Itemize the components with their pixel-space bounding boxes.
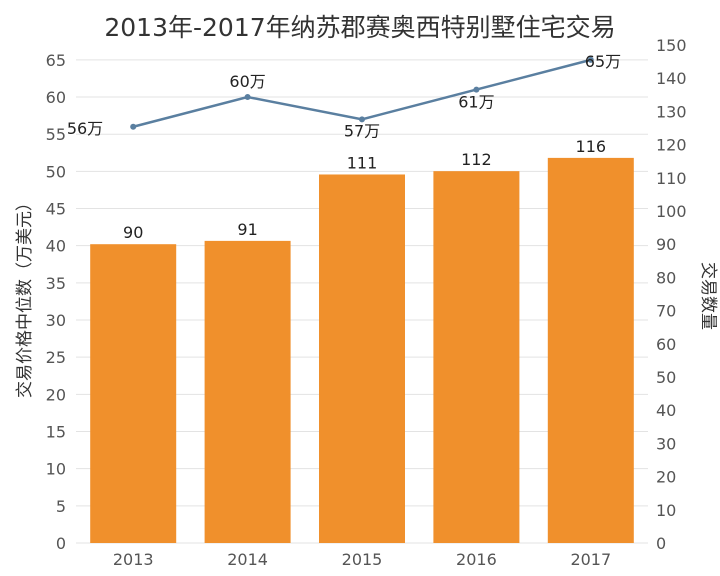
bar [319,174,405,544]
left-tick-label: 40 [46,237,66,256]
left-tick-label: 20 [46,385,66,404]
left-axis-title: 交易价格中位数（万美元） [15,194,35,398]
line-point [473,86,480,93]
bar-value-label: 111 [347,153,378,172]
right-tick-label: 150 [656,36,687,55]
line-value-label: 61万 [458,93,494,112]
line-point [587,56,594,63]
left-tick-label: 25 [46,348,66,367]
x-tick-label: 2016 [456,550,497,569]
chart-title: 2013年-2017年纳苏郡赛奥西特别墅住宅交易 [104,13,616,42]
line-value-label: 60万 [229,72,265,91]
right-tick-label: 60 [656,335,676,354]
right-tick-label: 130 [656,102,687,121]
line-value-label: 56万 [67,119,103,138]
left-tick-label: 30 [46,311,66,330]
right-tick-label: 140 [656,69,687,88]
bar [547,157,634,543]
right-tick-label: 0 [656,534,666,553]
left-tick-label: 10 [46,460,66,479]
x-tick-label: 2013 [113,550,154,569]
bar-value-label: 116 [576,137,607,156]
x-tick-label: 2017 [570,550,611,569]
right-tick-label: 90 [656,235,676,254]
bar-value-label: 112 [461,150,492,169]
right-tick-label: 70 [656,302,676,321]
line-value-label: 57万 [344,121,380,140]
right-tick-label: 20 [656,468,676,487]
left-tick-label: 0 [56,534,66,553]
right-axis-title: 交易数量 [698,262,718,330]
left-tick-label: 5 [56,497,66,516]
left-tick-label: 45 [46,200,66,219]
line-data-labels: 56万 60万 57万 61万 65万 [67,52,621,140]
bar-value-label: 91 [237,220,257,239]
line-value-label: 65万 [585,52,621,71]
bar-value-label: 90 [123,223,143,242]
left-tick-label: 55 [46,125,66,144]
right-axis-ticks: 0 10 20 30 40 50 60 70 80 90 100 110 120 130 140 150 [656,36,687,553]
right-tick-label: 120 [656,136,687,155]
bar [433,171,520,543]
line-point [244,94,251,101]
x-axis-ticks: 2013 2014 2015 2016 2017 [113,550,611,569]
right-tick-label: 30 [656,434,676,453]
right-tick-label: 110 [656,169,687,188]
left-tick-label: 65 [46,51,66,70]
right-tick-label: 50 [656,368,676,387]
left-tick-label: 60 [46,88,66,107]
right-tick-label: 10 [656,501,676,520]
left-tick-label: 50 [46,162,66,181]
x-tick-label: 2015 [342,550,383,569]
left-tick-label: 35 [46,274,66,293]
line-point [130,123,137,130]
x-tick-label: 2014 [227,550,268,569]
bar [90,244,177,543]
bar-series [90,157,634,544]
right-tick-label: 100 [656,202,687,221]
left-tick-label: 15 [46,423,66,442]
line-point [359,116,365,123]
left-axis-ticks: 0 5 10 15 20 25 30 35 40 45 50 55 60 65 [46,51,66,553]
right-tick-label: 40 [656,401,676,420]
right-tick-label: 80 [656,268,676,287]
bar [204,240,291,543]
line-series [130,56,594,130]
bar-data-labels: 90 91 111 112 116 [123,137,606,242]
